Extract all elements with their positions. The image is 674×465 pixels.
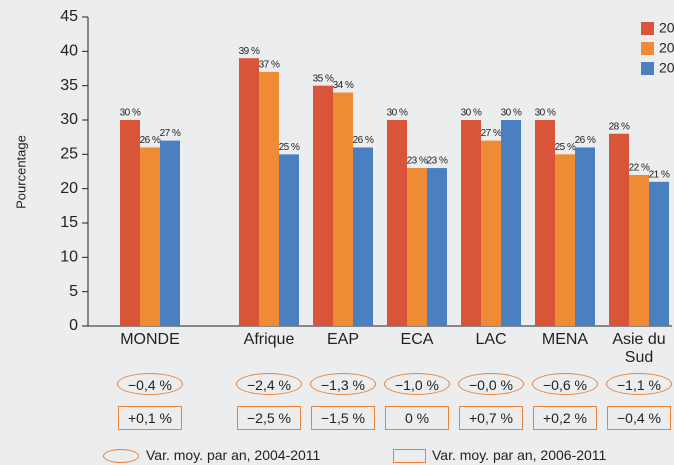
bar [239, 58, 259, 326]
data-label: 22 % [629, 163, 650, 174]
box-annotation: −0,4 % [607, 406, 671, 430]
legend-box [393, 449, 426, 463]
y-tick-label: 15 [60, 214, 78, 231]
x-tick-label: Asie du Sud [612, 331, 666, 366]
bar [575, 147, 595, 326]
bar [140, 147, 160, 326]
y-tick-label: 30 [60, 111, 78, 128]
x-tick-label: MENA [541, 331, 589, 348]
data-label: 28 % [609, 121, 630, 132]
legend-label: 2011 [659, 60, 674, 76]
bar [555, 154, 575, 326]
box-annotation: −2,5 % [237, 406, 301, 430]
box-annotation: 0 % [385, 406, 449, 430]
bar [649, 181, 669, 326]
box-annotation: −1,5 % [311, 406, 375, 430]
y-tick-label: 40 [60, 43, 78, 60]
box-annotation: +0,1 % [118, 406, 182, 430]
data-label: 30 % [387, 108, 408, 119]
bar [279, 154, 299, 326]
legend-swatch [641, 42, 654, 55]
y-tick-label: 25 [60, 146, 78, 163]
data-label: 26 % [353, 135, 374, 146]
bar [259, 71, 279, 326]
legend-oval-label: Var. moy. par an, 2004-2011 [146, 447, 321, 463]
data-label: 39 % [239, 46, 260, 57]
x-tick-label: MONDE [120, 331, 180, 348]
oval-annotation: −0,4 % [117, 373, 183, 395]
x-tick-label: ECA [400, 331, 434, 348]
data-label: 30 % [461, 108, 482, 119]
oval-annotation: −2,4 % [236, 373, 302, 395]
data-label: 37 % [259, 60, 280, 71]
data-label: 21 % [649, 169, 670, 180]
bar [160, 140, 180, 326]
y-axis-label: Pourcentage [13, 135, 28, 209]
bar [313, 85, 333, 327]
legend-oval [103, 449, 139, 463]
bar [461, 120, 481, 326]
data-label: 25 % [555, 142, 576, 153]
data-label: 26 % [575, 135, 596, 146]
bar [120, 120, 140, 326]
x-tick-label: Afrique [243, 331, 295, 348]
bar [629, 174, 649, 326]
x-tick-label: EAP [326, 331, 359, 348]
oval-annotation: −0,6 % [532, 373, 598, 395]
y-tick-label: 45 [60, 8, 78, 25]
bar [333, 92, 353, 327]
y-tick-label: 0 [69, 317, 78, 334]
data-label: 30 % [501, 108, 522, 119]
data-label: 27 % [481, 128, 502, 139]
bar [481, 140, 501, 326]
legend-swatch [641, 22, 654, 35]
bar [501, 120, 521, 326]
oval-annotation: −1,3 % [310, 373, 376, 395]
data-label: 27 % [160, 128, 181, 139]
oval-annotation: −1,0 % [384, 373, 450, 395]
box-annotation: +0,2 % [533, 406, 597, 430]
bar [353, 147, 373, 326]
oval-annotation: −1,1 % [606, 373, 672, 395]
y-tick-label: 5 [69, 283, 78, 300]
y-tick-label: 10 [60, 249, 78, 266]
data-label: 23 % [427, 156, 448, 167]
data-label: 26 % [140, 135, 161, 146]
legend-label: 2006 [659, 40, 674, 56]
bar [535, 120, 555, 326]
data-label: 25 % [279, 142, 300, 153]
oval-annotation: −0,0 % [458, 373, 524, 395]
data-label: 35 % [313, 73, 334, 84]
data-label: 30 % [535, 108, 556, 119]
bar [609, 133, 629, 326]
bar [387, 120, 407, 326]
y-tick-label: 35 [60, 77, 78, 94]
legend-swatch [641, 62, 654, 75]
data-label: 34 % [333, 80, 354, 91]
data-label: 30 % [120, 108, 141, 119]
y-tick-label: 20 [60, 180, 78, 197]
legend-box-label: Var. moy. par an, 2006-2011 [432, 447, 607, 463]
legend-label: 2004 [659, 20, 674, 36]
box-annotation: +0,7 % [459, 406, 523, 430]
x-tick-label: LAC [475, 331, 507, 348]
bar [427, 168, 447, 326]
data-label: 23 % [407, 156, 428, 167]
bar [407, 168, 427, 326]
